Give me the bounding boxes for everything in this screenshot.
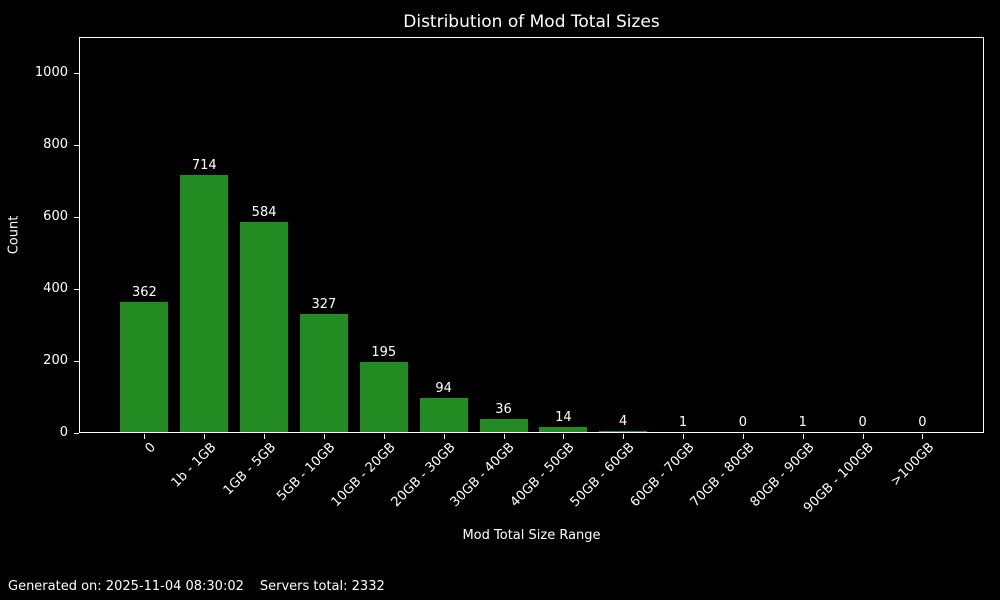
bar-value-label: 0	[918, 415, 927, 430]
x-tick-mark	[503, 434, 505, 439]
bar-value-label: 1	[678, 414, 688, 430]
y-tick-label: 1000	[34, 65, 68, 80]
y-tick-label: 800	[43, 137, 68, 152]
plot-area	[79, 37, 984, 433]
x-tick-mark	[802, 434, 804, 439]
y-tick-mark	[74, 432, 79, 434]
y-tick-label: 0	[59, 425, 68, 440]
bar-value-label: 584	[251, 204, 277, 220]
bar	[539, 426, 588, 432]
x-tick-mark	[443, 434, 445, 439]
bar	[479, 419, 528, 432]
bar	[240, 221, 289, 432]
y-tick-label: 400	[43, 281, 68, 296]
x-tick-mark	[264, 434, 266, 439]
x-tick-mark	[204, 434, 206, 439]
bar	[299, 314, 348, 432]
bar-value-label: 327	[311, 297, 337, 313]
y-tick-label: 200	[43, 353, 68, 368]
x-tick-mark	[323, 434, 325, 439]
x-tick-label: 1b - 1GB	[168, 440, 219, 491]
bar-value-label: 94	[435, 381, 452, 397]
bar-value-label: 4	[619, 413, 628, 429]
x-tick-mark	[563, 434, 565, 439]
x-tick-label: 0	[142, 440, 160, 457]
bar-value-label: 0	[858, 415, 867, 430]
x-tick-mark	[862, 434, 864, 439]
x-tick-mark	[742, 434, 744, 439]
footer: Generated on: 2025-11-04 08:30:02 Servers…	[8, 579, 385, 594]
y-tick-mark	[74, 288, 79, 290]
y-tick-mark	[74, 360, 79, 362]
bar	[180, 174, 229, 432]
x-tick-label: 5GB - 10GB	[274, 440, 339, 505]
y-tick-mark	[74, 72, 79, 74]
bar	[599, 430, 648, 432]
bar-value-label: 1	[798, 414, 807, 430]
bar-value-label: 714	[191, 157, 217, 173]
chart-title: Distribution of Mod Total Sizes	[403, 12, 660, 32]
footer-generated-text: Generated on: 2025-11-04 08:30:02	[8, 579, 244, 594]
bar-value-label: 362	[131, 284, 157, 300]
y-tick-label: 600	[43, 209, 68, 224]
bar-value-label: 0	[738, 415, 748, 430]
bar	[419, 398, 468, 432]
y-tick-mark	[74, 216, 79, 218]
bar	[120, 301, 169, 432]
bar	[359, 361, 408, 432]
x-axis-label: Mod Total Size Range	[462, 528, 601, 543]
footer-servers-total-text: Servers total: 2332	[259, 579, 385, 594]
x-tick-mark	[922, 434, 924, 439]
x-tick-mark	[383, 434, 385, 439]
bar-value-label: 14	[555, 409, 572, 425]
bar-value-label: 195	[371, 344, 397, 360]
x-tick-mark	[683, 434, 685, 439]
bar-value-label: 36	[495, 402, 512, 418]
x-tick-label: >100GB	[887, 440, 938, 490]
x-tick-mark	[623, 434, 625, 439]
x-tick-label: 1GB - 5GB	[220, 440, 279, 499]
x-tick-mark	[144, 434, 146, 439]
y-tick-mark	[74, 144, 79, 146]
